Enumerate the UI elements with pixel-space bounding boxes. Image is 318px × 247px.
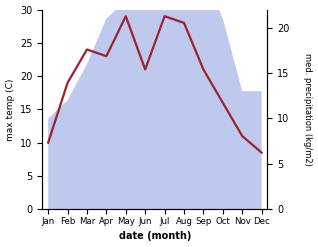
Y-axis label: med. precipitation (kg/m2): med. precipitation (kg/m2) [303,53,313,166]
X-axis label: date (month): date (month) [119,231,191,242]
Y-axis label: max temp (C): max temp (C) [5,78,15,141]
